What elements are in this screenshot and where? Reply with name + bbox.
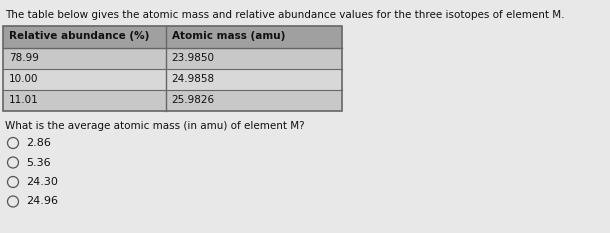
Text: The table below gives the atomic mass and relative abundance values for the thre: The table below gives the atomic mass an… — [5, 10, 564, 20]
Bar — [3, 26, 342, 48]
Text: 78.99: 78.99 — [9, 53, 39, 63]
Text: Atomic mass (amu): Atomic mass (amu) — [171, 31, 285, 41]
Text: 24.9858: 24.9858 — [171, 74, 215, 84]
Text: 10.00: 10.00 — [9, 74, 38, 84]
Bar — [3, 69, 342, 90]
Bar — [3, 90, 342, 111]
Text: 2.86: 2.86 — [26, 138, 51, 148]
Text: 25.9826: 25.9826 — [171, 95, 215, 105]
Text: What is the average atomic mass (in amu) of element M?: What is the average atomic mass (in amu)… — [5, 121, 304, 131]
Text: 24.30: 24.30 — [26, 177, 58, 187]
Text: 24.96: 24.96 — [26, 196, 58, 206]
Text: 11.01: 11.01 — [9, 95, 39, 105]
Bar — [3, 48, 342, 69]
Text: 5.36: 5.36 — [26, 158, 51, 168]
Text: Relative abundance (%): Relative abundance (%) — [9, 31, 149, 41]
Bar — [3, 26, 342, 111]
Text: 23.9850: 23.9850 — [171, 53, 215, 63]
